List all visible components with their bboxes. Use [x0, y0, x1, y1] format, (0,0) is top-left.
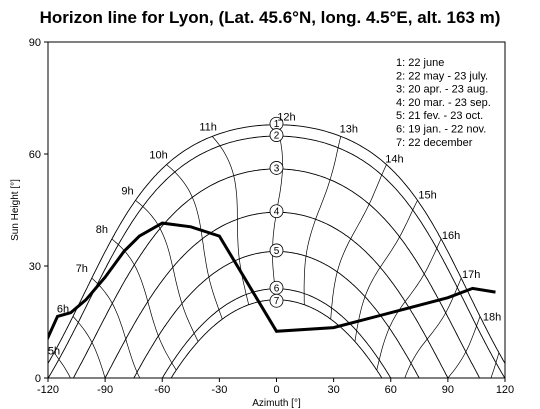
- x-tick-label: -90: [97, 384, 113, 396]
- curve-number-4: 4: [274, 207, 280, 218]
- legend-entry-7: 7: 22 december: [396, 137, 473, 149]
- hour-label-6h: 6h: [57, 303, 69, 315]
- hour-curve-5: [53, 352, 71, 378]
- hour-curve-10: [166, 164, 223, 320]
- x-tick-label: 120: [496, 384, 514, 396]
- curve-number-circle-4: [269, 204, 284, 219]
- y-axis-label: Sun Height [°]: [10, 179, 21, 241]
- x-tick-label: 0: [273, 384, 279, 396]
- legend-entry-5: 5: 21 fev. - 23 oct.: [396, 110, 483, 122]
- hour-label-17h: 17h: [462, 269, 480, 281]
- hour-curve-19: [490, 352, 500, 378]
- hour-label-12h: 12h: [277, 112, 295, 124]
- hour-curve-16: [376, 238, 442, 371]
- hour-curve-15: [354, 200, 418, 342]
- x-tick-label: -120: [37, 384, 59, 396]
- y-tick-label: 0: [35, 373, 41, 385]
- curve-number-circle-7: [269, 293, 284, 308]
- hour-curve-11: [211, 136, 250, 305]
- legend-entry-1: 1: 22 june: [396, 57, 444, 69]
- x-tick-label: 60: [385, 384, 397, 396]
- hour-curve-18: [447, 316, 481, 378]
- x-tick-label: 90: [442, 384, 454, 396]
- legend-entry-3: 3: 20 apr. - 23 aug.: [396, 84, 488, 96]
- curve-number-6: 6: [274, 283, 280, 294]
- x-tick-label: 30: [328, 384, 340, 396]
- legend-entry-6: 6: 19 jan. - 22 nov.: [396, 124, 486, 136]
- curve-number-5: 5: [274, 246, 280, 257]
- hour-label-18h: 18h: [483, 311, 501, 323]
- hour-label-7h: 7h: [76, 263, 88, 275]
- y-tick-label: 90: [29, 37, 41, 49]
- chart-title: Horizon line for Lyon, (Lat. 45.6°N, lon…: [39, 8, 501, 27]
- y-tick-label: 30: [29, 261, 41, 273]
- curve-number-7: 7: [274, 296, 280, 307]
- hour-curve-14: [330, 164, 387, 320]
- x-tick-label: -30: [211, 384, 227, 396]
- horizon-line: [48, 221, 496, 342]
- curve-number-2: 2: [274, 131, 280, 142]
- hour-label-14h: 14h: [385, 154, 403, 166]
- curve-number-1: 1: [274, 119, 280, 130]
- hour-curve-17: [404, 277, 462, 378]
- legend-entry-2: 2: 22 may - 23 july.: [396, 70, 488, 82]
- curve-number-circle-5: [269, 243, 284, 258]
- legend-entry-4: 4: 20 mar. - 23 sep.: [396, 97, 491, 109]
- hour-curve-7: [91, 277, 141, 378]
- curve-number-circle-3: [269, 161, 284, 175]
- hour-label-9h: 9h: [121, 185, 133, 197]
- hour-label-11h: 11h: [199, 121, 217, 133]
- curve-number-3: 3: [274, 163, 280, 174]
- y-tick-label: 60: [29, 149, 41, 161]
- x-axis-label: Azimuth [°]: [252, 398, 301, 409]
- hour-label-8h: 8h: [96, 224, 108, 236]
- hour-curve-9: [135, 200, 199, 342]
- hour-label-15h: 15h: [418, 189, 436, 201]
- sun-path-curve-7: [170, 299, 383, 378]
- hour-curve-8: [111, 238, 177, 371]
- curve-number-circle-2: [269, 128, 284, 142]
- hour-label-13h: 13h: [340, 123, 358, 135]
- hour-label-5h: 5h: [48, 346, 60, 358]
- x-tick-label: -60: [154, 384, 170, 396]
- hour-label-16h: 16h: [442, 230, 460, 242]
- hour-curve-13: [303, 136, 342, 305]
- hour-curve-6: [72, 316, 106, 378]
- hour-label-10h: 10h: [149, 150, 167, 162]
